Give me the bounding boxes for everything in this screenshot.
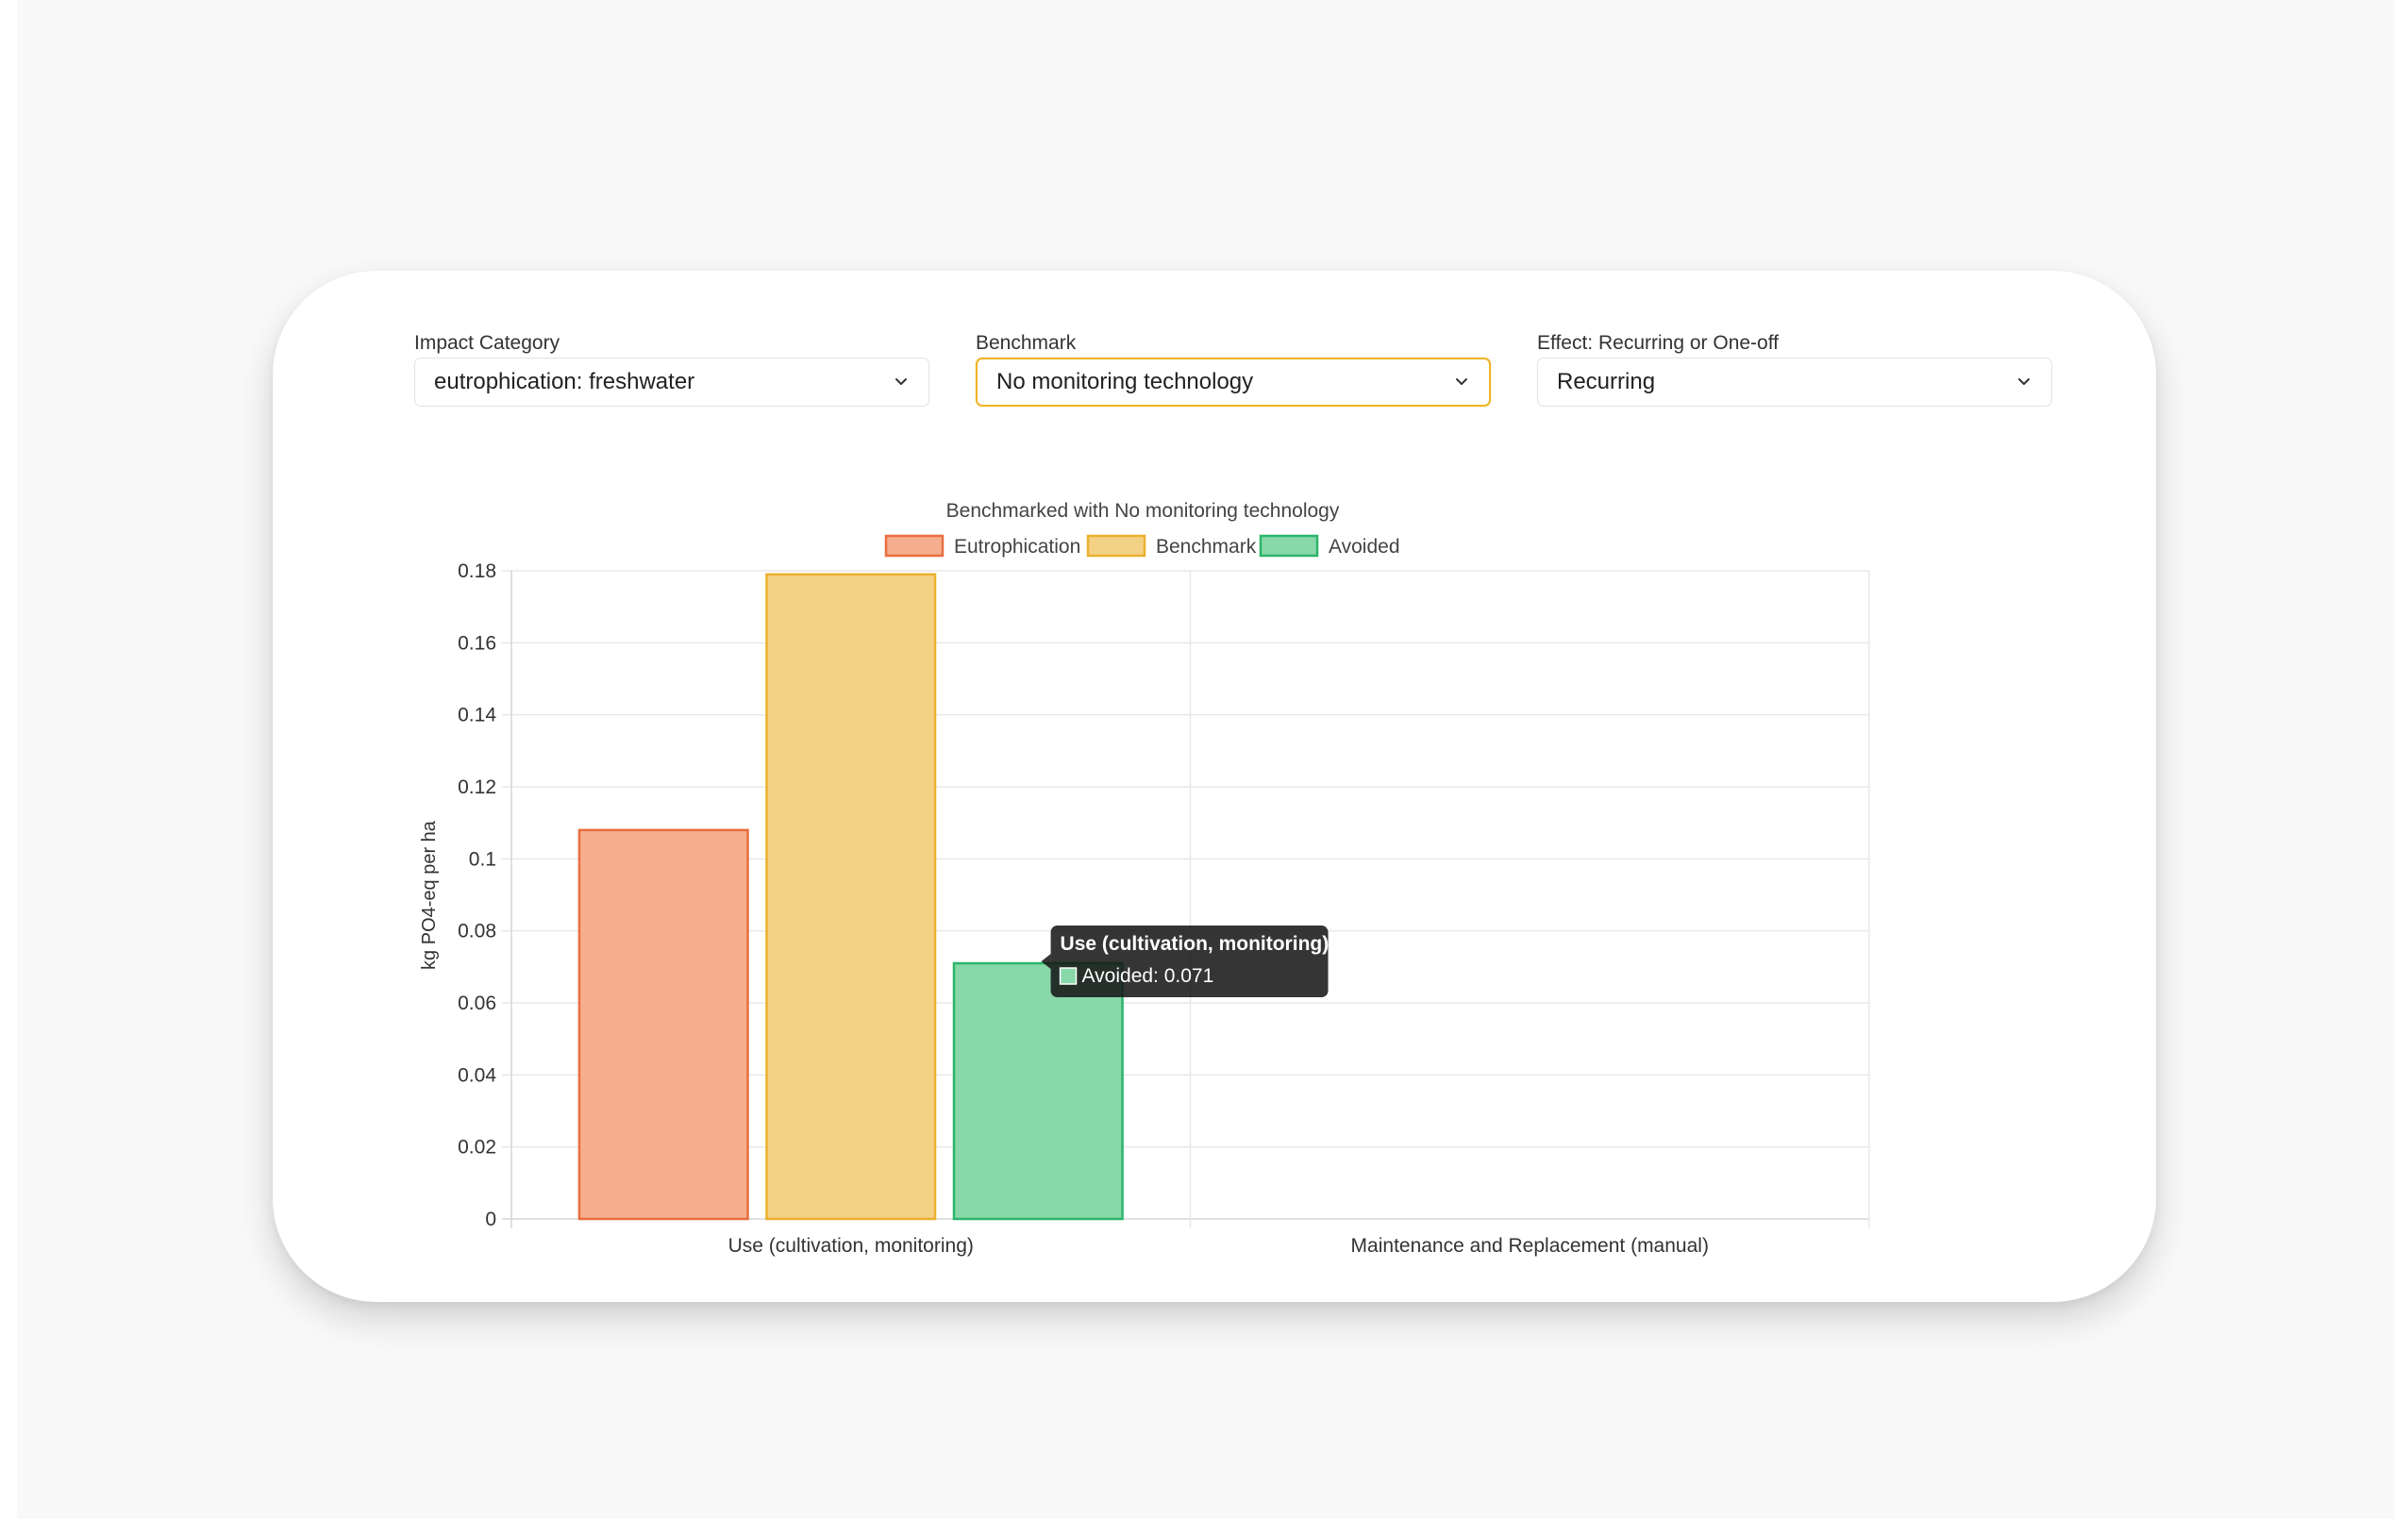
effect-value: Recurring <box>1557 369 1656 394</box>
chevron-down-icon <box>2018 378 2030 385</box>
legend-label-avoided: Avoided <box>1329 536 1400 558</box>
benchmark-value: No monitoring technology <box>996 369 1254 394</box>
bar-chart: Benchmarked with No monitoring technolog… <box>419 500 1870 1257</box>
y-tick-label: 0.04 <box>458 1064 496 1086</box>
chevron-down-icon <box>1456 378 1467 385</box>
benchmark-field: Benchmark No monitoring technology <box>976 329 1491 407</box>
bar-benchmark <box>765 573 937 1221</box>
benchmark-label: Benchmark <box>976 332 1077 354</box>
chart-title: Benchmarked with No monitoring technolog… <box>946 500 1340 522</box>
effect-label: Effect: Recurring or One-off <box>1537 332 1780 354</box>
y-tick-label: 0.18 <box>458 560 496 582</box>
impact-category-value: eutrophication: freshwater <box>434 369 695 394</box>
legend-swatch-avoided <box>1259 534 1319 558</box>
legend-label-eutrophication: Eutrophication <box>954 536 1080 558</box>
tooltip-value: Avoided: 0.071 <box>1082 965 1214 987</box>
x-tick-label: Maintenance and Replacement (manual) <box>1351 1235 1709 1257</box>
legend-label-benchmark: Benchmark <box>1156 536 1257 558</box>
effect-field: Effect: Recurring or One-off Recurring <box>1537 329 2052 407</box>
y-tick-label: 0 <box>485 1209 496 1230</box>
chart-card: Impact Category eutrophication: freshwat… <box>273 271 2156 1302</box>
y-tick-label: 0.1 <box>469 848 496 870</box>
impact-category-field: Impact Category eutrophication: freshwat… <box>414 329 929 407</box>
y-tick-label: 0.14 <box>458 705 496 726</box>
y-tick-label: 0.12 <box>458 776 496 798</box>
benchmark-select[interactable]: No monitoring technology <box>976 358 1491 407</box>
impact-category-label: Impact Category <box>414 332 560 354</box>
bar-avoided <box>952 961 1124 1221</box>
tooltip-swatch <box>1059 967 1078 985</box>
y-axis-label: kg PO4-eq per ha <box>419 820 440 970</box>
bar-eutrophication <box>577 828 749 1221</box>
y-tick-label: 0.02 <box>458 1137 496 1159</box>
x-tick-label: Use (cultivation, monitoring) <box>728 1235 974 1257</box>
y-tick-label: 0.08 <box>458 921 496 943</box>
y-tick-label: 0.16 <box>458 632 496 654</box>
chevron-down-icon <box>895 378 907 385</box>
tooltip-box <box>1050 926 1329 998</box>
y-tick-label: 0.06 <box>458 993 496 1014</box>
impact-category-select[interactable]: eutrophication: freshwater <box>414 358 929 407</box>
effect-select[interactable]: Recurring <box>1537 358 2052 407</box>
legend-swatch-eutrophication <box>884 534 945 558</box>
tooltip-caret <box>1041 954 1051 970</box>
tooltip-title: Use (cultivation, monitoring) <box>1061 933 1329 955</box>
legend-swatch-benchmark <box>1086 534 1146 558</box>
